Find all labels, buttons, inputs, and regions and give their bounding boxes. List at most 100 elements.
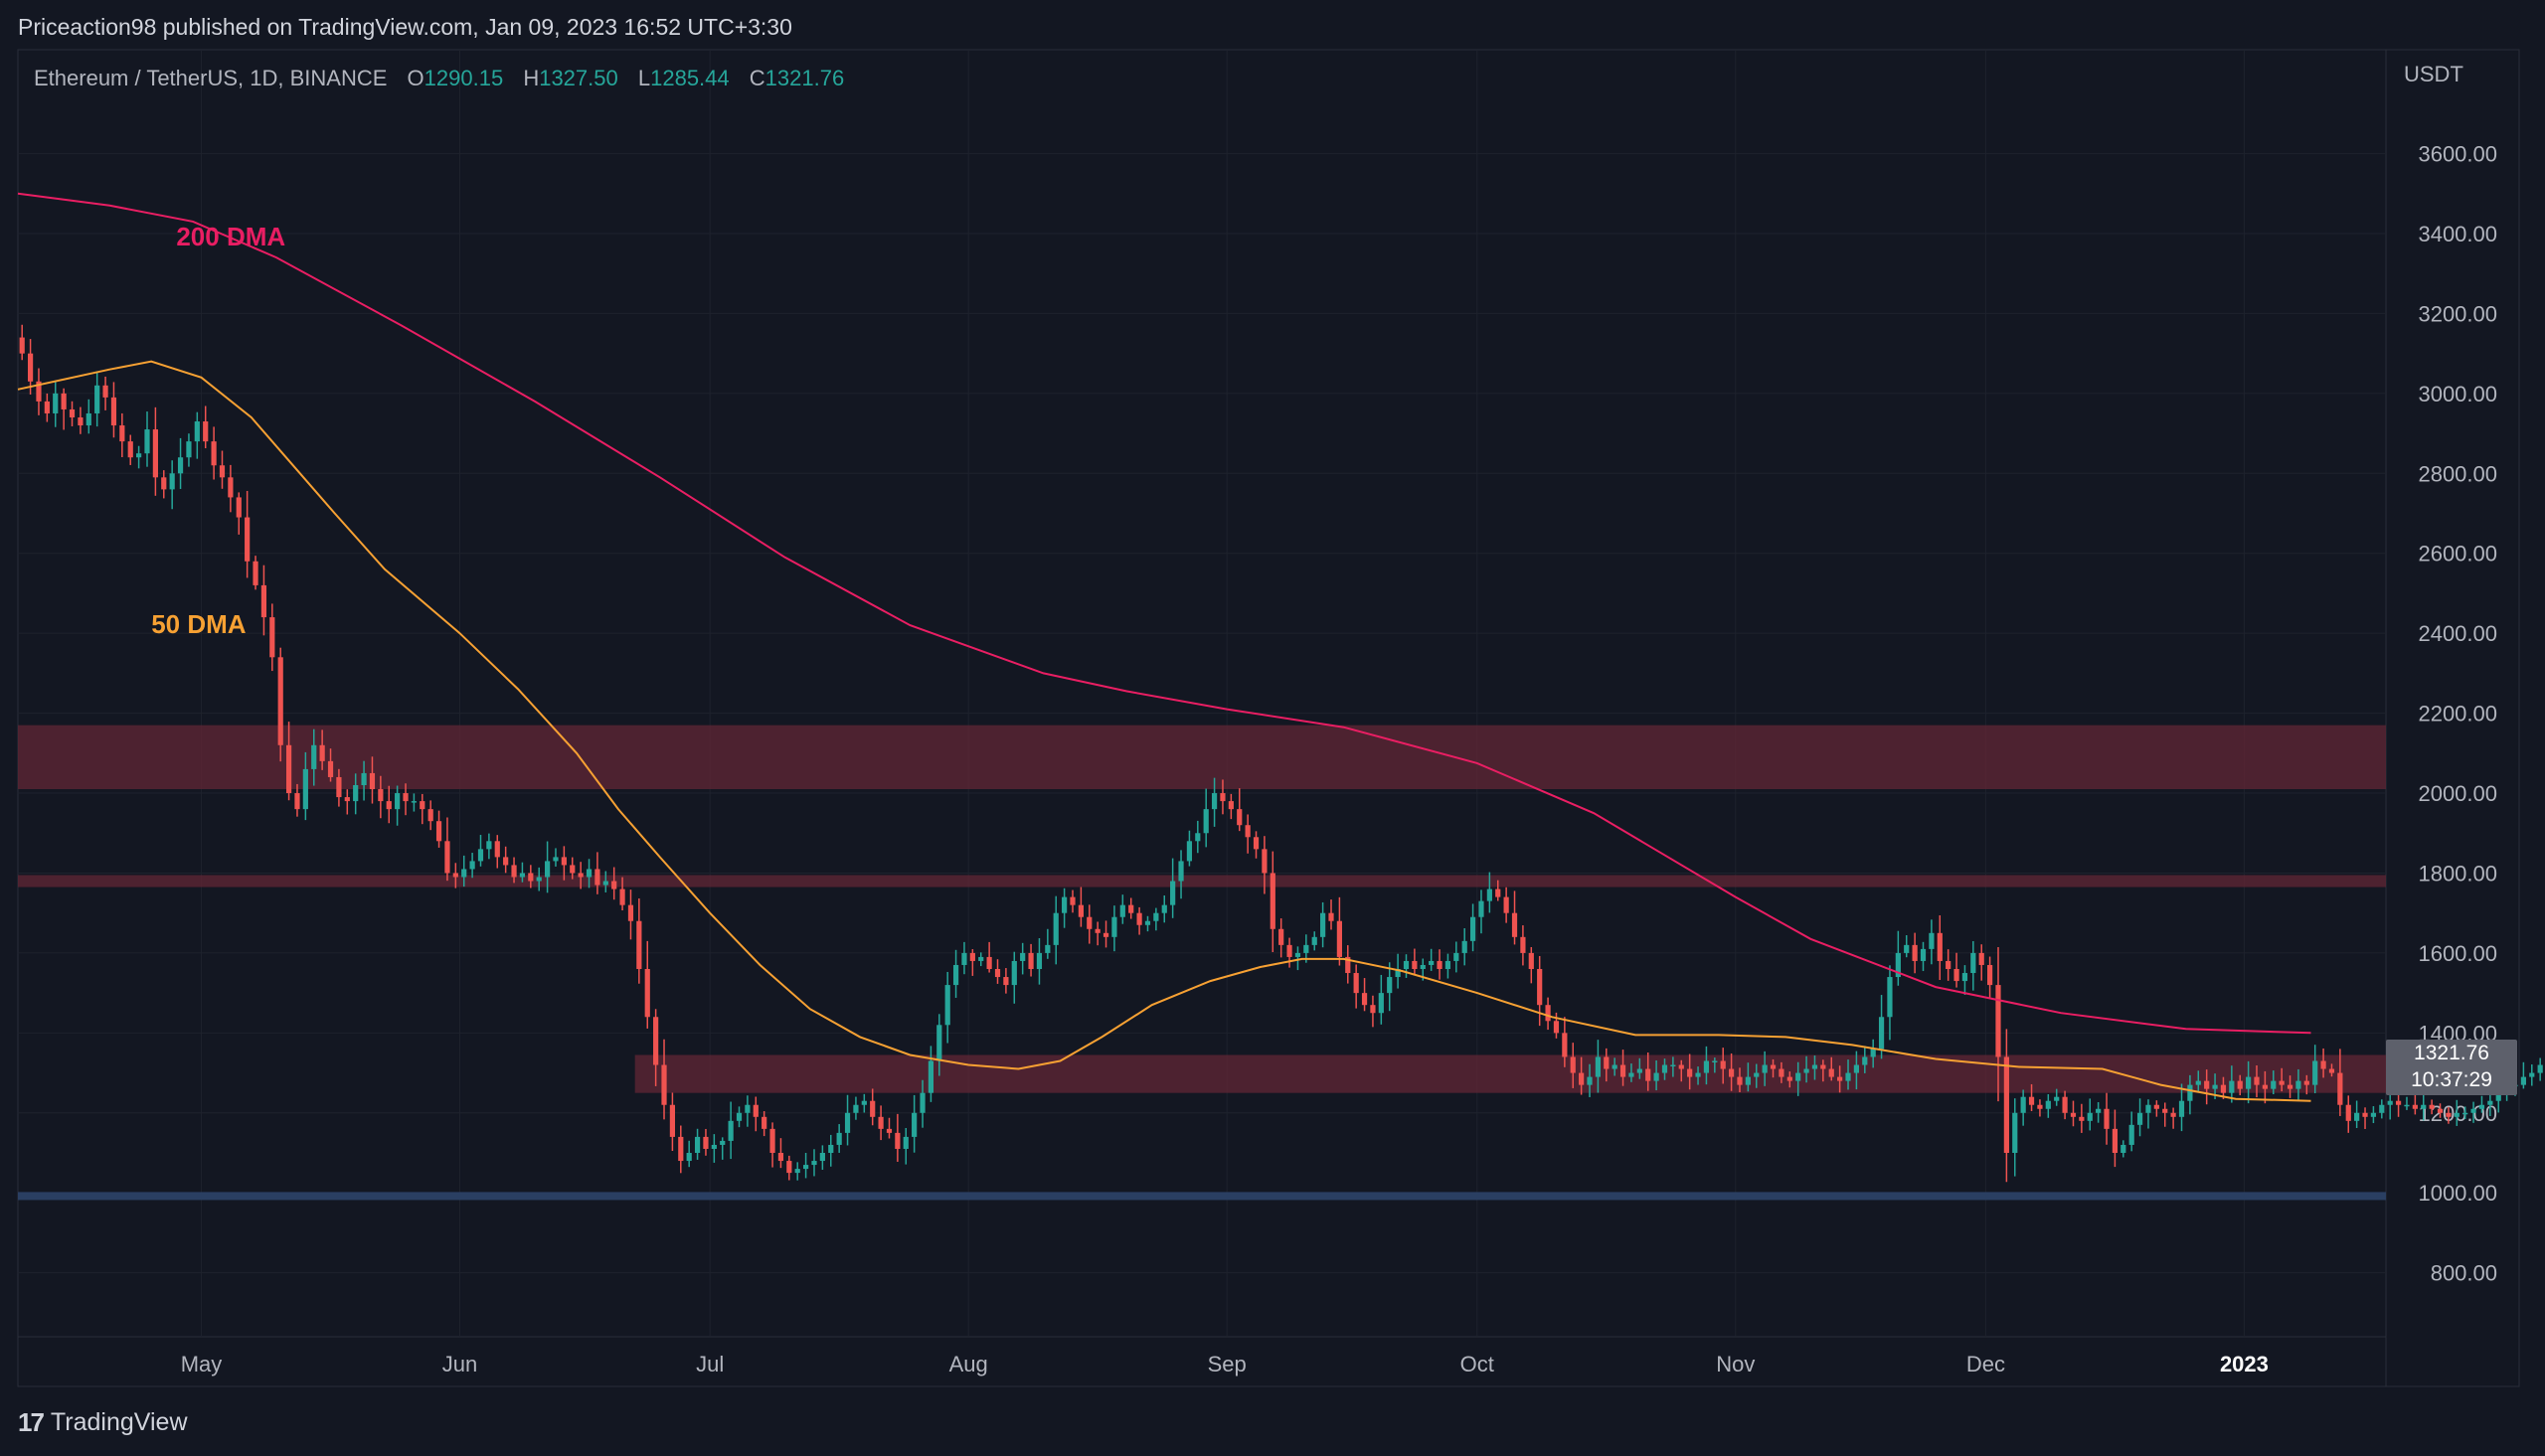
candle-body	[2421, 1104, 2427, 1109]
candle-body	[2153, 1104, 2159, 1109]
candle-body	[994, 969, 1001, 978]
candle-body	[2312, 1060, 2318, 1085]
candle-body	[644, 969, 650, 1018]
candle-body	[2395, 1100, 2402, 1105]
candle-body	[336, 776, 342, 798]
candle-body	[1370, 1005, 1376, 1014]
candle-body	[1253, 837, 1260, 850]
candle-body	[152, 429, 158, 478]
candle-body	[2495, 1092, 2501, 1101]
candle-body	[2362, 1112, 2368, 1117]
candle-body	[1262, 849, 1268, 874]
candle-body	[2003, 1056, 2009, 1153]
price-tick-label: 1000.00	[2418, 1181, 2497, 1206]
candle-body	[844, 1112, 851, 1133]
candle-body	[1987, 964, 1993, 986]
candle-body	[1336, 920, 1342, 957]
candle-body	[2478, 1104, 2485, 1109]
candle-body	[711, 1144, 717, 1149]
candle-body	[1020, 952, 1026, 961]
candle-body	[253, 561, 258, 585]
candle-body	[853, 1104, 859, 1113]
candle-body	[669, 1104, 676, 1137]
candle-body	[1403, 960, 1410, 969]
candle-body	[1653, 1072, 1659, 1081]
candle-body	[1862, 1056, 1868, 1065]
candle-body	[1762, 1064, 1768, 1073]
close-value: 1321.76	[764, 66, 845, 90]
candle-body	[828, 1144, 834, 1153]
candle-body	[85, 412, 91, 426]
candle-body	[2287, 1084, 2293, 1089]
candle-body	[1619, 1064, 1626, 1077]
candle-body	[1103, 932, 1109, 937]
candle-body	[78, 417, 84, 426]
candle-body	[836, 1132, 842, 1145]
candle-body	[1045, 944, 1051, 953]
candle-body	[2037, 1104, 2043, 1109]
candle-body	[1562, 1033, 1568, 1057]
candle-body	[369, 772, 376, 790]
candle-body	[245, 517, 251, 562]
candle-body	[2012, 1112, 2018, 1153]
candle-body	[228, 477, 234, 498]
candle-body	[1469, 916, 1476, 941]
tradingview-logo[interactable]: 17 TradingView	[18, 1407, 188, 1438]
candle-body	[452, 873, 458, 878]
candle-body	[2045, 1100, 2051, 1109]
candle-body	[2170, 1112, 2176, 1117]
candle-body	[2195, 1080, 2201, 1085]
candle-body	[678, 1136, 684, 1162]
candle-body	[2237, 1080, 2243, 1089]
candle-body	[36, 381, 42, 402]
price-tick-label: 3600.00	[2418, 142, 2497, 167]
candle-body	[144, 429, 150, 454]
open-label: O	[407, 66, 424, 90]
low-value: 1285.44	[650, 66, 730, 90]
time-tick-label: Dec	[1966, 1352, 2005, 1376]
candle-body	[627, 904, 634, 921]
candle-body	[1361, 993, 1368, 1006]
time-tick-label: Aug	[949, 1352, 988, 1376]
candle-body	[944, 985, 950, 1026]
price-tick-label: 1800.00	[2418, 861, 2497, 886]
candle-body	[952, 964, 959, 986]
candle-body	[1278, 928, 1284, 945]
candle-body	[1612, 1064, 1617, 1069]
candle-body	[177, 457, 184, 474]
candle-body	[1795, 1072, 1801, 1081]
candle-body	[777, 1153, 784, 1162]
candle-body	[469, 861, 475, 870]
candle-body	[1636, 1068, 1642, 1073]
candle-body	[1604, 1056, 1610, 1069]
50-dma-line	[17, 360, 2311, 1102]
candle-body	[1587, 1076, 1593, 1085]
candle-body	[327, 760, 334, 777]
candle-body	[586, 869, 593, 878]
candle-body	[1754, 1072, 1760, 1077]
time-tick-label: Oct	[1460, 1352, 1494, 1376]
candle-body	[1779, 1068, 1784, 1077]
candle-body	[619, 889, 625, 905]
candle-body	[794, 1169, 800, 1174]
candle-body	[194, 421, 200, 442]
price-axis	[2385, 49, 2520, 1387]
candle-body	[2204, 1080, 2210, 1089]
candle-body	[1737, 1076, 1743, 1085]
candle-body	[2429, 1104, 2435, 1109]
candle-body	[344, 797, 350, 802]
candle-body	[1444, 960, 1451, 969]
price-tick-label: 1600.00	[2418, 941, 2497, 966]
close-label: C	[749, 66, 765, 90]
candle-body	[686, 1153, 692, 1162]
candle-body	[636, 920, 642, 969]
candle-body	[1203, 809, 1209, 834]
candle-body	[2345, 1104, 2351, 1121]
candle-body	[736, 1112, 743, 1121]
candle-body	[211, 441, 217, 466]
candle-body	[1353, 973, 1359, 994]
candle-body	[161, 477, 167, 490]
candle-body	[1395, 969, 1401, 978]
